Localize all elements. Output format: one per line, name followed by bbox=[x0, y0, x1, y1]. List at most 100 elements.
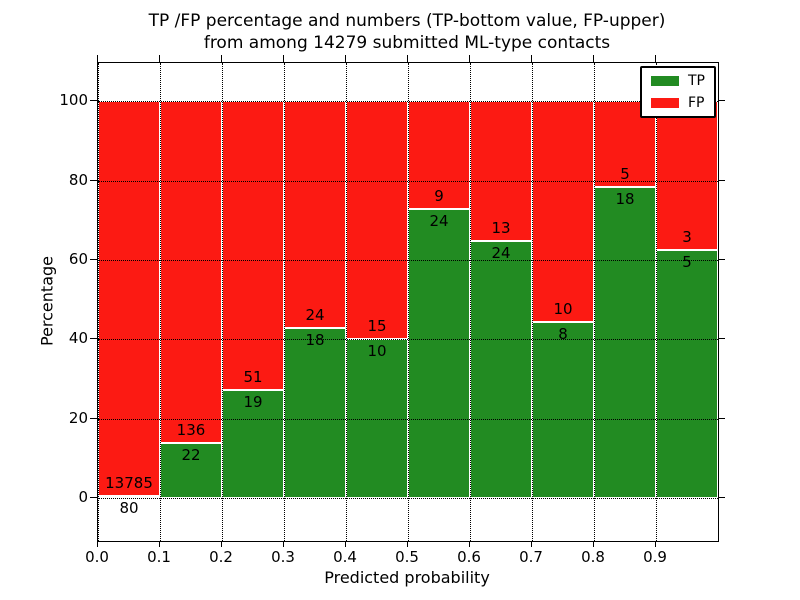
fp-bar bbox=[408, 101, 470, 210]
x-tick-mark bbox=[593, 541, 594, 547]
x-tick-mark bbox=[159, 55, 160, 62]
x-tick-mark bbox=[593, 55, 594, 62]
legend-item-label: FP bbox=[688, 95, 705, 111]
y-tick-mark bbox=[718, 497, 725, 499]
chart-title-line1: TP /FP percentage and numbers (TP-bottom… bbox=[148, 11, 666, 31]
y-tick-label: 40 bbox=[68, 329, 88, 348]
fp-count-label: 10 bbox=[553, 299, 573, 318]
tp-bar bbox=[284, 327, 346, 499]
fp-count-label: 13 bbox=[491, 218, 511, 237]
y-tick-mark bbox=[718, 338, 725, 340]
x-tick-mark bbox=[97, 541, 98, 547]
x-tick-mark bbox=[159, 541, 160, 547]
x-tick-mark bbox=[469, 541, 470, 547]
chart-title-line2: from among 14279 submitted ML-type conta… bbox=[203, 33, 611, 54]
x-tick-mark bbox=[283, 55, 284, 62]
gridline-vertical bbox=[470, 63, 471, 541]
x-tick-mark bbox=[283, 541, 284, 547]
x-tick-label: 0.5 bbox=[395, 548, 419, 566]
plot-area: TP FP 13785 80 136 22 51 19 24 18 15 10 9 24 13 24 10 8 5… bbox=[97, 62, 719, 542]
x-tick-mark bbox=[407, 55, 408, 62]
fp-count-label: 13785 bbox=[105, 473, 153, 492]
x-tick-label: 0.7 bbox=[519, 548, 543, 566]
tp-bar bbox=[408, 209, 470, 499]
y-tick-mark bbox=[90, 100, 97, 102]
tp-count-label: 19 bbox=[243, 393, 263, 412]
gridline-vertical bbox=[284, 63, 285, 541]
fp-count-label: 3 bbox=[682, 227, 692, 246]
y-tick-mark bbox=[718, 258, 725, 260]
gridline-vertical bbox=[160, 63, 161, 541]
legend-swatch-tp bbox=[651, 76, 679, 86]
y-tick-label: 60 bbox=[68, 249, 88, 268]
gridline-vertical bbox=[222, 63, 223, 541]
y-tick-mark bbox=[718, 417, 725, 419]
tp-count-label: 24 bbox=[491, 243, 511, 262]
y-tick-mark bbox=[718, 100, 725, 102]
fp-count-label: 5 bbox=[620, 165, 630, 184]
x-tick-mark bbox=[221, 541, 222, 547]
tp-bar bbox=[160, 442, 222, 499]
x-tick-mark bbox=[469, 55, 470, 62]
x-tick-mark bbox=[221, 55, 222, 62]
x-axis-label: Predicted probability bbox=[324, 568, 490, 587]
legend-row: FP bbox=[651, 96, 705, 110]
y-tick-label: 100 bbox=[59, 91, 88, 110]
tp-bar bbox=[594, 187, 656, 499]
x-tick-label: 0.0 bbox=[85, 548, 109, 566]
tp-bar bbox=[532, 321, 594, 499]
y-tick-mark bbox=[90, 497, 97, 499]
fp-bar bbox=[160, 101, 222, 443]
gridline-vertical bbox=[346, 63, 347, 541]
x-tick-mark bbox=[531, 55, 532, 62]
tp-count-label: 18 bbox=[615, 190, 635, 209]
x-tick-mark bbox=[345, 55, 346, 62]
fp-bar bbox=[284, 101, 346, 328]
fp-count-label: 9 bbox=[434, 187, 444, 206]
fp-count-label: 15 bbox=[367, 317, 387, 336]
chart-title: TP /FP percentage and numbers (TP-bottom… bbox=[97, 10, 717, 55]
tp-count-label: 22 bbox=[181, 445, 201, 464]
x-tick-mark bbox=[531, 541, 532, 547]
y-tick-mark bbox=[90, 179, 97, 181]
fp-bar bbox=[346, 101, 408, 340]
x-tick-label: 0.2 bbox=[209, 548, 233, 566]
fp-count-label: 51 bbox=[243, 368, 263, 387]
tp-count-label: 8 bbox=[558, 324, 568, 343]
y-tick-mark bbox=[90, 338, 97, 340]
legend-item-label: TP bbox=[688, 73, 705, 89]
gridline-vertical bbox=[98, 63, 99, 541]
fp-bar bbox=[656, 101, 718, 250]
fp-bar bbox=[222, 101, 284, 391]
x-tick-mark bbox=[655, 541, 656, 547]
x-tick-mark bbox=[97, 55, 98, 62]
tp-bar bbox=[470, 240, 532, 499]
legend-swatch-fp bbox=[651, 98, 679, 108]
y-tick-label: 80 bbox=[68, 170, 88, 189]
x-tick-mark bbox=[407, 541, 408, 547]
y-tick-label: 0 bbox=[78, 488, 88, 507]
fp-bar bbox=[532, 101, 594, 322]
x-tick-label: 0.6 bbox=[457, 548, 481, 566]
tp-count-label: 80 bbox=[119, 498, 139, 517]
legend-row: TP bbox=[651, 74, 705, 88]
y-tick-mark bbox=[90, 417, 97, 419]
tp-count-label: 18 bbox=[305, 330, 325, 349]
x-tick-label: 0.3 bbox=[271, 548, 295, 566]
tp-count-label: 10 bbox=[367, 342, 387, 361]
fp-count-label: 136 bbox=[176, 420, 206, 439]
x-tick-mark bbox=[655, 55, 656, 62]
y-tick-mark bbox=[90, 258, 97, 260]
legend: TP FP bbox=[640, 66, 716, 118]
tp-count-label: 24 bbox=[429, 212, 449, 231]
gridline-vertical bbox=[532, 63, 533, 541]
y-tick-mark bbox=[718, 179, 725, 181]
x-tick-label: 0.1 bbox=[147, 548, 171, 566]
y-tick-label: 20 bbox=[68, 408, 88, 427]
fp-bar bbox=[98, 101, 160, 496]
gridline-vertical bbox=[594, 63, 595, 541]
x-tick-label: 0.4 bbox=[333, 548, 357, 566]
gridline-vertical bbox=[656, 63, 657, 541]
x-tick-label: 0.9 bbox=[643, 548, 667, 566]
